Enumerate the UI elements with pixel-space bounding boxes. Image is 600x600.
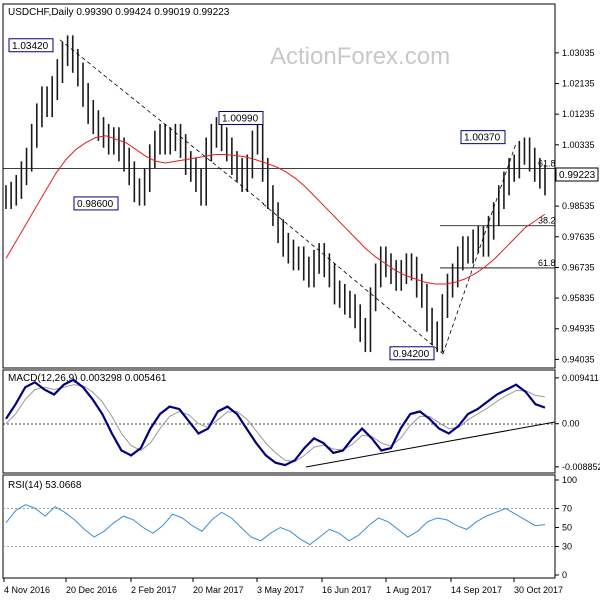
rsi-panel-frame bbox=[2, 474, 556, 579]
last-price-label: 0.99223 bbox=[559, 170, 596, 181]
fib-swing-line bbox=[442, 143, 517, 354]
price-tick-label: 0.95835 bbox=[562, 293, 595, 303]
price-tick-label: 0.94935 bbox=[562, 324, 595, 334]
x-tick-label: 20 Dec 2016 bbox=[66, 585, 117, 595]
price-tick-label: 1.00335 bbox=[562, 140, 595, 150]
price-annotation-box bbox=[218, 111, 264, 126]
macd-support-trendline bbox=[305, 421, 556, 468]
price-chart-title: USDCHF,Daily 0.99390 0.99424 0.99019 0.9… bbox=[8, 7, 230, 18]
macd-tick-label: 0.009411 bbox=[562, 373, 599, 383]
rsi-panel: RSI(14) 53.0668 100 70 50 30 0 bbox=[2, 474, 577, 580]
rsi-tick-label: 70 bbox=[562, 504, 572, 514]
fib-level-label: 61.8 bbox=[538, 158, 556, 168]
x-tick-label: 1 Aug 2017 bbox=[386, 585, 432, 595]
price-annotation-label: 1.00370 bbox=[464, 133, 501, 144]
price-tick-label: 0.94035 bbox=[562, 354, 595, 364]
price-tick-label: 1.03035 bbox=[562, 48, 595, 58]
rsi-title: RSI(14) 53.0668 bbox=[8, 480, 82, 491]
price-panel: ActionForex.com USDCHF,Daily 0.99390 0.9… bbox=[2, 3, 599, 369]
last-price-box bbox=[555, 167, 599, 182]
dashed-trend-lines bbox=[59, 39, 444, 355]
x-tick-label: 20 Mar 2017 bbox=[193, 585, 244, 595]
macd-title: MACD(12,26,9) 0.003298 0.005461 bbox=[8, 373, 167, 384]
price-tick-label: 0.96735 bbox=[562, 262, 595, 272]
macd-panel: MACD(12,26,9) 0.003298 0.005461 0.009411… bbox=[2, 369, 600, 474]
macd-panel-frame bbox=[2, 369, 556, 474]
price-annotation-label: 1.03420 bbox=[12, 41, 49, 52]
price-annotation-label: 0.94200 bbox=[393, 349, 430, 360]
x-axis: 4 Nov 2016 20 Dec 2016 2 Feb 2017 20 Mar 20… bbox=[3, 578, 563, 595]
price-annotation-box bbox=[73, 196, 119, 211]
price-annotation-box bbox=[460, 130, 506, 145]
x-tick-label: 3 May 2017 bbox=[257, 585, 304, 595]
macd-tick-label: -0.008852 bbox=[562, 462, 600, 472]
watermark: ActionForex.com bbox=[270, 43, 450, 70]
fib-level-label: 38.2 bbox=[538, 216, 556, 226]
price-annotation-label: 1.00990 bbox=[222, 114, 259, 125]
x-tick-label: 16 Jun 2017 bbox=[322, 585, 372, 595]
macd-tick-label: 0.00 bbox=[562, 419, 580, 429]
fib-level-label: 61.8 bbox=[538, 258, 556, 268]
x-tick-label: 30 Oct 2017 bbox=[514, 585, 563, 595]
rsi-tick-label: 0 bbox=[562, 570, 567, 580]
price-annotation-box bbox=[389, 346, 435, 361]
price-tick-label: 0.98535 bbox=[562, 201, 595, 211]
rsi-tick-label: 50 bbox=[562, 523, 572, 533]
price-tick-label: 1.02135 bbox=[562, 79, 595, 89]
rsi-tick-label: 100 bbox=[562, 475, 577, 485]
macd-line bbox=[5, 378, 546, 467]
x-tick-label: 14 Sep 2017 bbox=[451, 585, 502, 595]
price-tick-label: 1.01235 bbox=[562, 109, 595, 119]
x-tick-label: 4 Nov 2016 bbox=[4, 585, 50, 595]
rsi-tick-label: 30 bbox=[562, 542, 572, 552]
moving-average-line bbox=[5, 135, 546, 285]
rsi-line bbox=[5, 504, 546, 546]
price-annotation-box bbox=[8, 38, 54, 53]
price-panel-frame bbox=[2, 3, 556, 369]
price-annotation-label: 0.98600 bbox=[77, 199, 114, 210]
price-tick-label: 0.97635 bbox=[562, 232, 595, 242]
x-tick-label: 2 Feb 2017 bbox=[131, 585, 177, 595]
